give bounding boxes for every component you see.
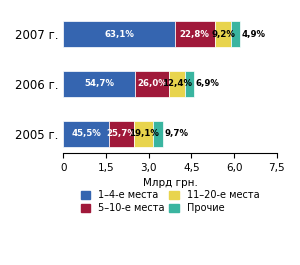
X-axis label: Млрд грн.: Млрд грн. [142, 178, 197, 188]
Text: 45,5%: 45,5% [71, 129, 101, 138]
Bar [169, 71, 185, 97]
Text: 4,9%: 4,9% [241, 30, 265, 39]
Bar [134, 121, 153, 147]
Bar [63, 121, 109, 147]
Bar [153, 121, 163, 147]
Text: 63,1%: 63,1% [104, 30, 134, 39]
Text: 19,1%: 19,1% [129, 129, 159, 138]
Bar [215, 21, 231, 47]
Text: 6,9%: 6,9% [196, 80, 220, 89]
Bar [185, 71, 194, 97]
Bar [135, 71, 169, 97]
Text: 9,2%: 9,2% [211, 30, 235, 39]
Text: 25,7%: 25,7% [106, 129, 136, 138]
Bar [109, 121, 134, 147]
Text: 12,4%: 12,4% [162, 80, 192, 89]
Bar [231, 21, 240, 47]
Text: 54,7%: 54,7% [84, 80, 114, 89]
Bar [175, 21, 215, 47]
Legend: 1–4-е места, 5–10-е места, 11–20-е места, Прочие: 1–4-е места, 5–10-е места, 11–20-е места… [76, 186, 263, 217]
Bar [63, 21, 175, 47]
Text: 22,8%: 22,8% [180, 30, 210, 39]
Text: 26,0%: 26,0% [137, 80, 167, 89]
Text: 9,7%: 9,7% [164, 129, 188, 138]
Bar [63, 71, 135, 97]
